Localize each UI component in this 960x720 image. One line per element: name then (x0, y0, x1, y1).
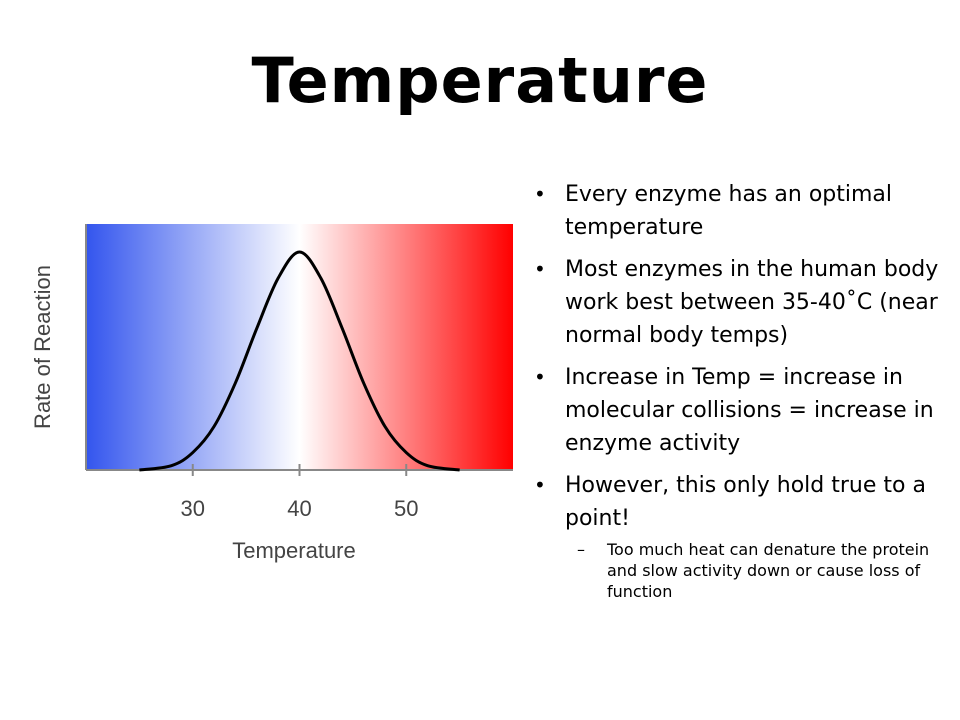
y-axis-label: Rate of Reaction (30, 265, 55, 429)
bullet-dot-icon: • (534, 257, 546, 281)
sub-bullet-text: Too much heat can denature the protein a… (607, 540, 930, 601)
x-ticks: 30 40 50 (181, 464, 418, 521)
x-tick-label: 40 (287, 496, 311, 521)
sub-bullet-dash: – (577, 540, 585, 559)
bullet-text: Every enzyme has an optimal temperature (565, 182, 893, 240)
chart: 30 40 50 Temperature Rate of Reaction (20, 200, 520, 580)
chart-svg: 30 40 50 Temperature Rate of Reaction (30, 224, 513, 563)
plot-background (86, 224, 513, 470)
bullet-item: • Every enzyme has an optimal temperature (528, 178, 940, 244)
bullet-dot-icon: • (534, 473, 546, 497)
x-tick-label: 30 (181, 496, 205, 521)
bullet-text: However, this only hold true to a point! (565, 473, 926, 531)
bullet-item: • Increase in Temp = increase in molecula… (528, 361, 940, 460)
x-tick-label: 50 (394, 496, 418, 521)
bullet-item: • However, this only hold true to a point… (528, 469, 940, 602)
bullet-dot-icon: • (534, 182, 546, 206)
bullet-list: • Every enzyme has an optimal temperature… (528, 178, 940, 611)
bullet-text: Most enzymes in the human body work best… (565, 257, 939, 348)
slide-title: Temperature (251, 44, 709, 117)
bullet-dot-icon: • (534, 365, 546, 389)
sub-bullet-list: – Too much heat can denature the protein… (565, 539, 940, 602)
rate-curve (139, 250, 460, 472)
x-axis-label: Temperature (232, 538, 356, 563)
sub-bullet-item: – Too much heat can denature the protein… (565, 539, 940, 602)
bullet-text: Increase in Temp = increase in molecular… (565, 365, 934, 456)
bullet-item: • Most enzymes in the human body work bes… (528, 253, 940, 352)
